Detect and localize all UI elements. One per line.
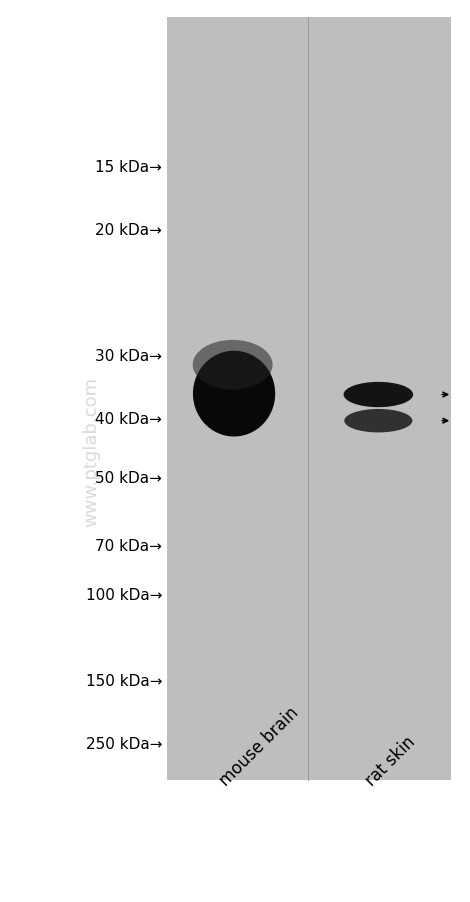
- Ellipse shape: [193, 341, 273, 391]
- Text: 250 kDa→: 250 kDa→: [86, 737, 162, 751]
- Text: 70 kDa→: 70 kDa→: [95, 538, 162, 553]
- Ellipse shape: [344, 410, 413, 433]
- Bar: [167, 18, 451, 780]
- Text: 50 kDa→: 50 kDa→: [95, 471, 162, 485]
- Ellipse shape: [344, 382, 413, 408]
- Text: 40 kDa→: 40 kDa→: [95, 412, 162, 427]
- Text: www.ptglab.com: www.ptglab.com: [83, 376, 101, 526]
- Text: 100 kDa→: 100 kDa→: [86, 588, 162, 603]
- Text: 15 kDa→: 15 kDa→: [95, 160, 162, 174]
- Text: 30 kDa→: 30 kDa→: [95, 349, 162, 364]
- Text: 20 kDa→: 20 kDa→: [95, 223, 162, 237]
- Text: mouse brain: mouse brain: [216, 704, 302, 789]
- Ellipse shape: [193, 351, 275, 437]
- Text: rat skin: rat skin: [362, 732, 419, 789]
- Text: 150 kDa→: 150 kDa→: [86, 674, 162, 688]
